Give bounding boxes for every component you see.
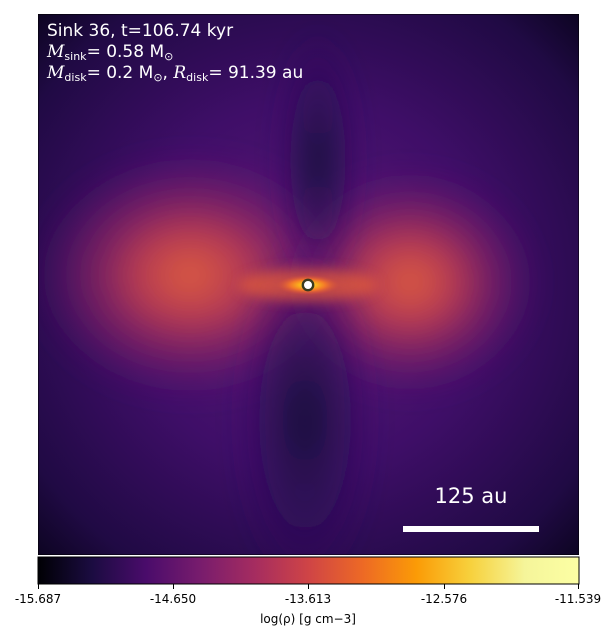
colorbar-tick-label: -15.687: [14, 592, 62, 606]
scale-bar: [403, 526, 539, 532]
colorbar: [37, 556, 580, 585]
colorbar-tick-mark: [444, 584, 445, 589]
density-map: [38, 14, 579, 555]
colorbar-tick-mark: [308, 584, 309, 589]
colorbar-tick-label: -11.539: [554, 592, 602, 606]
scale-bar-label: 125 au: [434, 484, 508, 508]
colorbar-tick-label: -13.613: [284, 592, 332, 606]
colorbar-tick-label: -14.650: [149, 592, 197, 606]
disk-mass-value: = 0.2 M: [86, 63, 154, 83]
colorbar-tick-mark: [38, 584, 39, 589]
colorbar-label: log(ρ) [g cm−3]: [260, 612, 356, 626]
disk-properties-label: Mdisk= 0.2 M⊙, Rdisk= 91.39 au: [47, 63, 304, 84]
colorbar-tick-mark: [578, 584, 579, 589]
lower-cavity: [235, 250, 375, 555]
colorbar-tick-label: -12.576: [420, 592, 468, 606]
sink-marker: [301, 278, 315, 292]
colorbar-tick-mark: [173, 584, 174, 589]
upper-cavity: [276, 30, 360, 290]
disk-radius-value: = 91.39 au: [208, 63, 304, 83]
sink-mass-label: Msink= 0.58 M⊙: [47, 42, 174, 63]
panel-title: Sink 36, t=106.74 kyr: [47, 21, 234, 41]
sink-mass-value: = 0.58 M: [86, 42, 165, 62]
